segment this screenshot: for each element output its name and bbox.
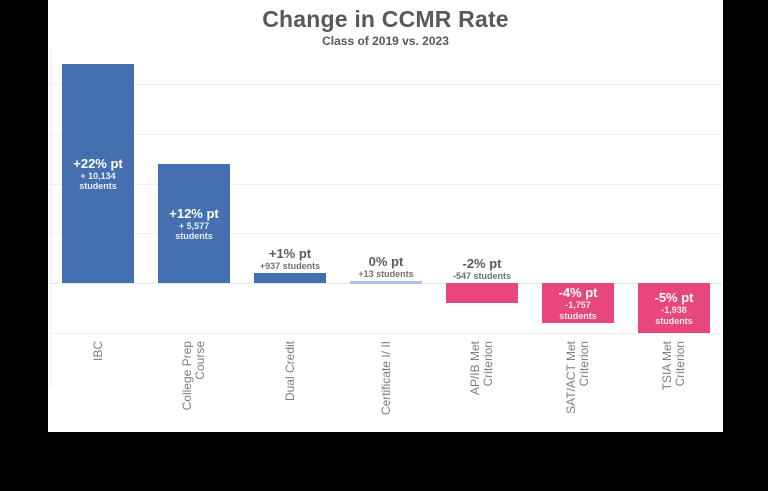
bar xyxy=(542,283,614,323)
x-axis-label: Certificate I/ II xyxy=(378,341,393,491)
slide-panel: Change in CCMR Rate Class of 2019 vs. 20… xyxy=(48,0,723,432)
x-axis-label-line: Course xyxy=(193,341,207,380)
chart-subtitle: Class of 2019 vs. 2023 xyxy=(322,34,449,48)
x-axis-label-line: Criterion xyxy=(577,341,591,387)
bar-students-label: -1,938 xyxy=(661,305,687,315)
x-axis-label-line: Certificate I/ II xyxy=(378,341,393,416)
bar-value-label: -2% pt xyxy=(462,255,502,271)
bar xyxy=(158,164,230,283)
x-axis-label-line: Criterion xyxy=(481,341,495,387)
y-axis-line xyxy=(50,50,51,388)
bar-label-group: +1% pt +937 students xyxy=(242,246,338,272)
bar-label-group: -4% pt -1,757 students xyxy=(542,283,614,323)
x-axis-label: IBC xyxy=(90,341,105,491)
bar xyxy=(638,283,710,333)
bar-students-label: +937 students xyxy=(259,260,321,271)
x-axis-label-line: IBC xyxy=(90,341,105,362)
letterbox-left xyxy=(0,0,48,432)
bar-students-label: +13 students xyxy=(358,268,414,279)
x-axis-label: TSIA Met Criterion xyxy=(660,341,687,491)
bar-students-label: -547 students xyxy=(452,270,512,281)
bar-value-label: +1% pt xyxy=(268,245,312,261)
bar-chart: +22% pt + 10,134 students IBC +12% pt + 5,577… xyxy=(48,0,723,432)
bar-value-label: +22% pt xyxy=(73,155,123,171)
gridline xyxy=(50,333,722,334)
bar-value-label: -4% pt xyxy=(558,285,598,300)
bar-students-label: + 10,134 xyxy=(80,170,116,181)
x-axis-label-line: Criterion xyxy=(673,341,687,387)
bar-students-label: -1,757 xyxy=(565,300,591,310)
chart-header: Change in CCMR Rate Class of 2019 vs. 20… xyxy=(48,6,723,48)
bar xyxy=(254,273,326,283)
bar-value-label: -5% pt xyxy=(654,290,694,305)
bar-students-label: students xyxy=(655,315,693,326)
bar-students-label: + 5,577 xyxy=(178,220,210,231)
x-axis-label: SAT/ACT Met Criterion xyxy=(564,341,591,491)
x-axis-label-line: Dual Credit xyxy=(282,341,297,402)
gridline xyxy=(50,233,722,234)
bar xyxy=(350,281,422,284)
x-axis-label: AP/IB Met Criterion xyxy=(468,341,495,491)
bar-label-group: -5% pt -1,938 students xyxy=(638,283,710,333)
bar-students-label: students xyxy=(175,231,213,241)
bar-label-group: -2% pt -547 students xyxy=(434,256,530,282)
letterbox-right xyxy=(723,0,768,432)
bar-value-label: 0% pt xyxy=(368,253,404,269)
bar-students-label: students xyxy=(79,181,117,191)
bar-label-group: +12% pt + 5,577 students xyxy=(158,164,230,283)
bar xyxy=(62,64,134,283)
bar-students-label: students xyxy=(559,310,597,321)
bar-label-group: +22% pt + 10,134 students xyxy=(62,64,134,283)
gridline xyxy=(50,84,722,85)
gridline xyxy=(50,184,722,185)
bar-value-label: +12% pt xyxy=(169,205,219,221)
chart-title: Change in CCMR Rate xyxy=(262,6,509,32)
x-axis-label: College Prep Course xyxy=(180,341,207,491)
gridline xyxy=(50,134,722,135)
x-axis-label: Dual Credit xyxy=(282,341,297,491)
bar-label-group: 0% pt +13 students xyxy=(338,254,434,280)
bar xyxy=(446,283,518,303)
